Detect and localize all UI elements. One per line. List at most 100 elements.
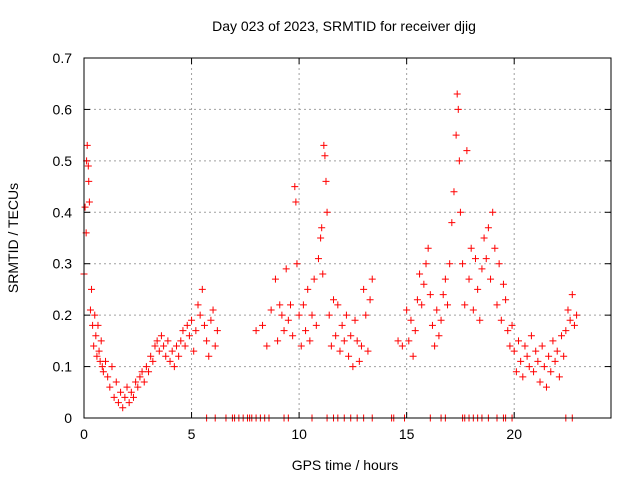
data-point — [450, 188, 458, 196]
data-point — [160, 342, 168, 350]
data-point — [512, 368, 520, 376]
data-point — [110, 393, 118, 401]
data-point — [164, 337, 172, 345]
data-point — [418, 301, 426, 309]
data-point — [540, 363, 548, 371]
data-point — [155, 347, 163, 355]
data-point — [147, 352, 155, 360]
data-point — [493, 301, 501, 309]
data-point — [211, 342, 219, 350]
data-point — [259, 321, 267, 329]
data-point — [360, 285, 368, 293]
data-point — [349, 363, 357, 371]
data-point — [312, 321, 320, 329]
data-point — [463, 147, 471, 155]
data-point — [357, 342, 365, 350]
data-point — [558, 332, 566, 340]
data-point — [465, 275, 473, 283]
data-point — [416, 270, 424, 278]
data-point — [340, 337, 348, 345]
data-point — [564, 306, 572, 314]
data-point — [364, 347, 372, 355]
data-point — [562, 327, 570, 335]
data-point — [117, 388, 125, 396]
data-point — [112, 378, 120, 386]
data-point — [291, 183, 299, 191]
data-point — [200, 321, 208, 329]
data-point — [104, 373, 112, 381]
data-point — [482, 255, 490, 263]
data-point — [278, 311, 286, 319]
data-point — [573, 311, 581, 319]
data-point — [502, 296, 510, 304]
data-point — [172, 342, 180, 350]
data-point — [127, 388, 135, 396]
data-point — [81, 203, 89, 211]
data-point — [547, 368, 555, 376]
x-tick-label: 10 — [291, 426, 307, 442]
data-point — [299, 301, 307, 309]
data-point — [318, 224, 326, 232]
data-point — [461, 301, 469, 309]
data-point — [323, 208, 331, 216]
data-point — [555, 373, 563, 381]
data-point — [129, 393, 137, 401]
y-tick-label: 0.3 — [53, 256, 73, 272]
y-tick-label: 0.2 — [53, 307, 73, 323]
data-point — [336, 347, 344, 355]
data-point — [286, 301, 294, 309]
data-point — [284, 316, 292, 324]
data-point — [84, 162, 92, 170]
data-point — [317, 234, 325, 242]
x-tick-label: 5 — [188, 426, 196, 442]
data-point — [469, 306, 477, 314]
data-point — [422, 260, 430, 268]
data-point — [297, 342, 305, 350]
data-point — [551, 357, 559, 365]
data-point — [448, 219, 456, 227]
data-point — [366, 296, 374, 304]
data-point — [515, 337, 523, 345]
data-point — [480, 234, 488, 242]
data-point — [453, 90, 461, 98]
data-point — [145, 368, 153, 376]
data-point — [134, 383, 142, 391]
data-point — [274, 337, 282, 345]
data-point — [519, 373, 527, 381]
data-point — [190, 347, 198, 355]
data-point — [302, 327, 310, 335]
data-point — [168, 347, 176, 355]
data-point — [194, 301, 202, 309]
data-point — [433, 306, 441, 314]
y-tick-label: 0.7 — [53, 50, 73, 66]
data-point — [570, 321, 578, 329]
data-point — [106, 383, 114, 391]
data-point — [92, 332, 100, 340]
data-point — [306, 337, 314, 345]
data-point — [435, 332, 443, 340]
data-point — [459, 260, 467, 268]
data-point — [98, 363, 106, 371]
data-point — [560, 352, 568, 360]
data-point — [85, 198, 93, 206]
data-point — [398, 342, 406, 350]
data-point — [534, 357, 542, 365]
x-axis-label: GPS time / hours — [292, 457, 399, 473]
x-tick-label: 20 — [506, 426, 522, 442]
data-point — [320, 141, 328, 149]
data-point — [368, 275, 376, 283]
data-point — [271, 275, 279, 283]
data-point — [88, 285, 96, 293]
data-point — [138, 368, 146, 376]
data-point — [521, 342, 529, 350]
data-point — [188, 316, 196, 324]
y-tick-label: 0.6 — [53, 101, 73, 117]
data-point — [94, 321, 102, 329]
data-point — [177, 337, 185, 345]
data-point — [467, 244, 475, 252]
data-point — [149, 357, 157, 365]
data-point — [413, 296, 421, 304]
data-point — [407, 316, 415, 324]
y-tick-label: 0.5 — [53, 153, 73, 169]
